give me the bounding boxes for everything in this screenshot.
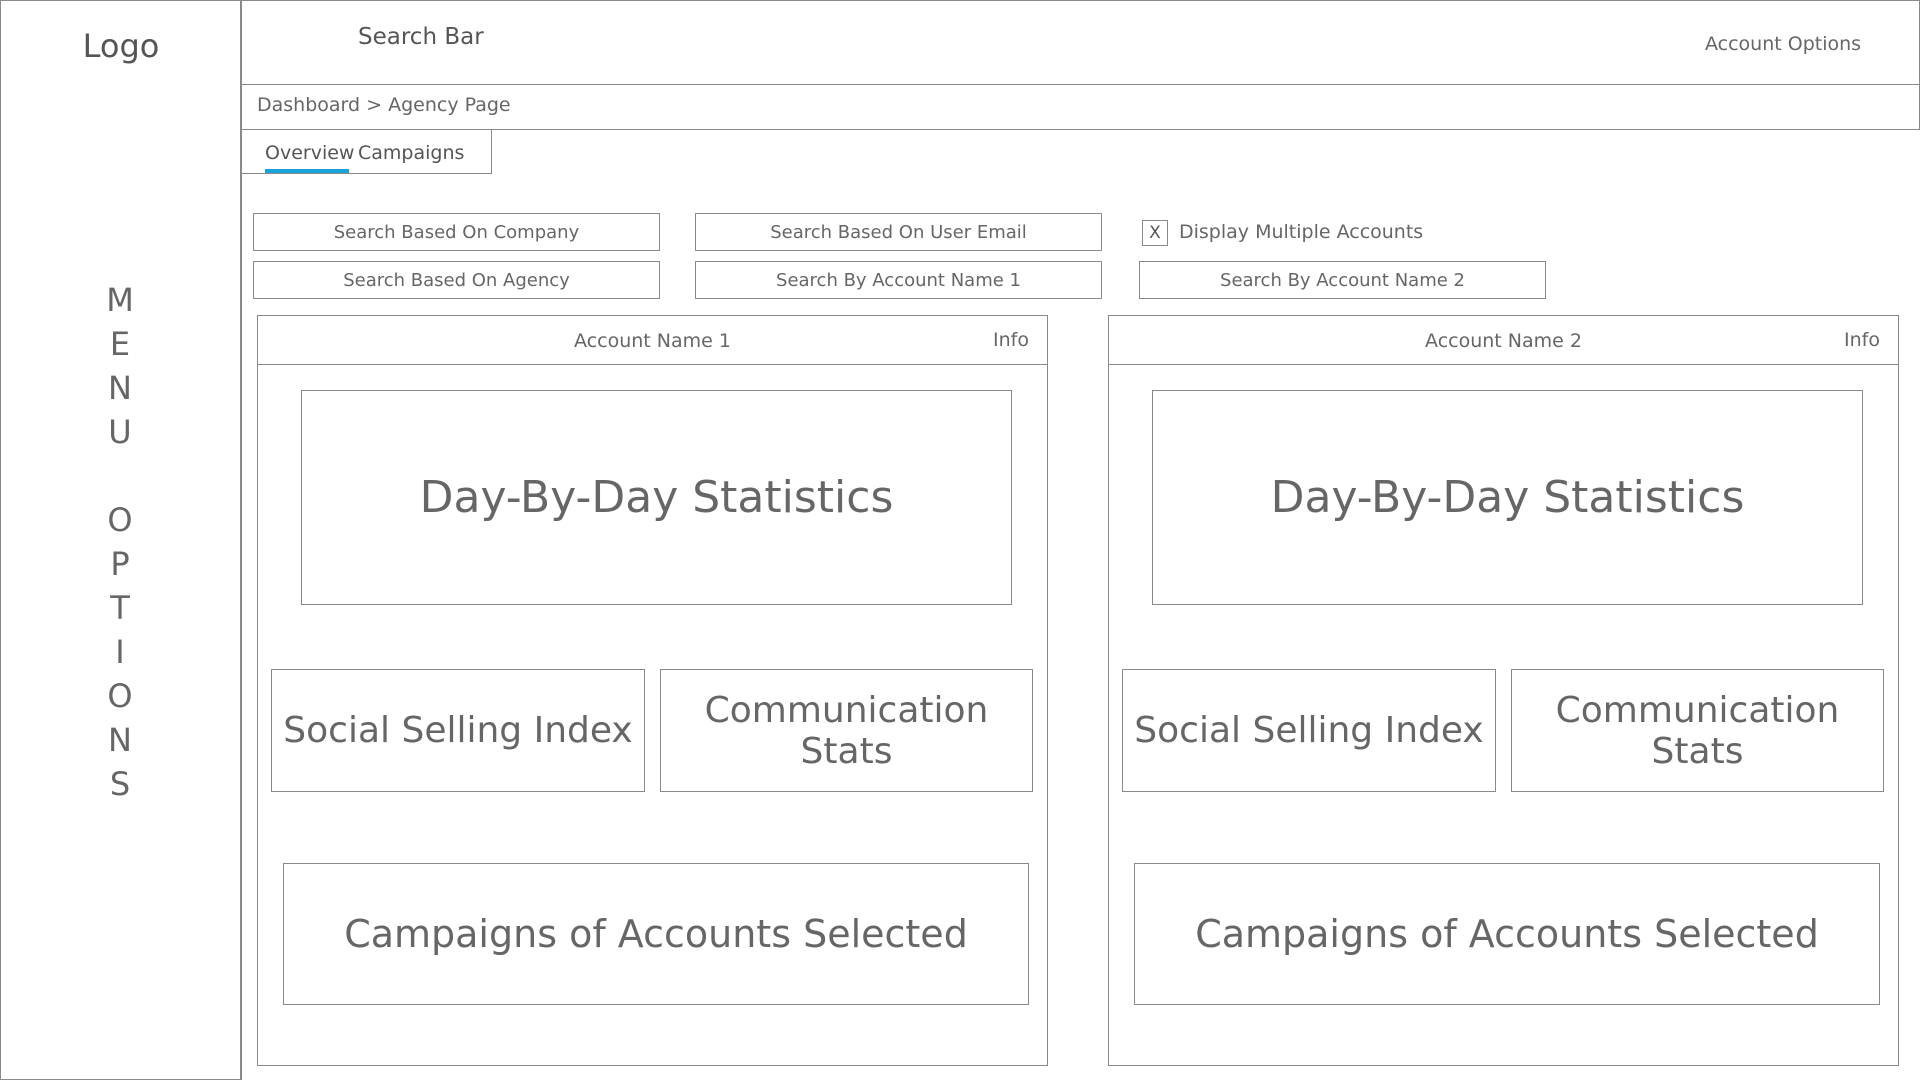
top-header (242, 0, 1920, 85)
tab-bar (242, 130, 492, 174)
tab-campaigns[interactable]: Campaigns (358, 142, 465, 164)
menu-letter: U (108, 413, 132, 451)
panel-header (258, 316, 1047, 365)
menu-options[interactable]: M E N U O P T I O N S (100, 278, 140, 806)
menu-letter: N (108, 369, 132, 407)
display-multiple-checkbox[interactable]: X (1142, 220, 1168, 246)
menu-letter: O (107, 501, 133, 539)
account-panel-1: Account Name 1 Info Day-By-Day Statistic… (257, 315, 1048, 1066)
panel-header (1109, 316, 1898, 365)
day-by-day-statistics[interactable]: Day-By-Day Statistics (1152, 390, 1863, 605)
menu-letter (100, 454, 140, 498)
campaigns-of-accounts-selected[interactable]: Campaigns of Accounts Selected (1134, 863, 1880, 1005)
search-agency-field[interactable]: Search Based On Agency (253, 261, 660, 299)
info-button[interactable]: Info (1844, 329, 1880, 351)
search-bar[interactable]: Search Bar (358, 24, 484, 50)
menu-letter: S (109, 765, 131, 803)
info-button[interactable]: Info (993, 329, 1029, 351)
menu-letter: P (110, 545, 130, 583)
logo[interactable]: Logo (82, 27, 160, 65)
communication-stats[interactable]: Communication Stats (660, 669, 1033, 792)
menu-letter: T (110, 589, 130, 627)
search-account-name-2-field[interactable]: Search By Account Name 2 (1139, 261, 1546, 299)
account-options-button[interactable]: Account Options (1705, 33, 1862, 55)
search-user-email-field[interactable]: Search Based On User Email (695, 213, 1102, 251)
breadcrumb[interactable]: Dashboard > Agency Page (257, 94, 511, 116)
display-multiple-label: Display Multiple Accounts (1179, 221, 1424, 243)
search-account-name-1-field[interactable]: Search By Account Name 1 (695, 261, 1102, 299)
social-selling-index[interactable]: Social Selling Index (271, 669, 645, 792)
menu-letter: M (106, 281, 134, 319)
tab-overview[interactable]: Overview (265, 142, 355, 164)
campaigns-of-accounts-selected[interactable]: Campaigns of Accounts Selected (283, 863, 1029, 1005)
menu-letter: I (115, 633, 125, 671)
panel-title: Account Name 2 (1425, 329, 1582, 352)
day-by-day-statistics[interactable]: Day-By-Day Statistics (301, 390, 1012, 605)
social-selling-index[interactable]: Social Selling Index (1122, 669, 1496, 792)
menu-letter: O (107, 677, 133, 715)
menu-letter: E (109, 325, 131, 363)
menu-letter: N (108, 721, 132, 759)
active-tab-indicator (265, 169, 349, 173)
account-panel-2: Account Name 2 Info Day-By-Day Statistic… (1108, 315, 1899, 1066)
communication-stats[interactable]: Communication Stats (1511, 669, 1884, 792)
panel-title: Account Name 1 (574, 329, 731, 352)
search-company-field[interactable]: Search Based On Company (253, 213, 660, 251)
